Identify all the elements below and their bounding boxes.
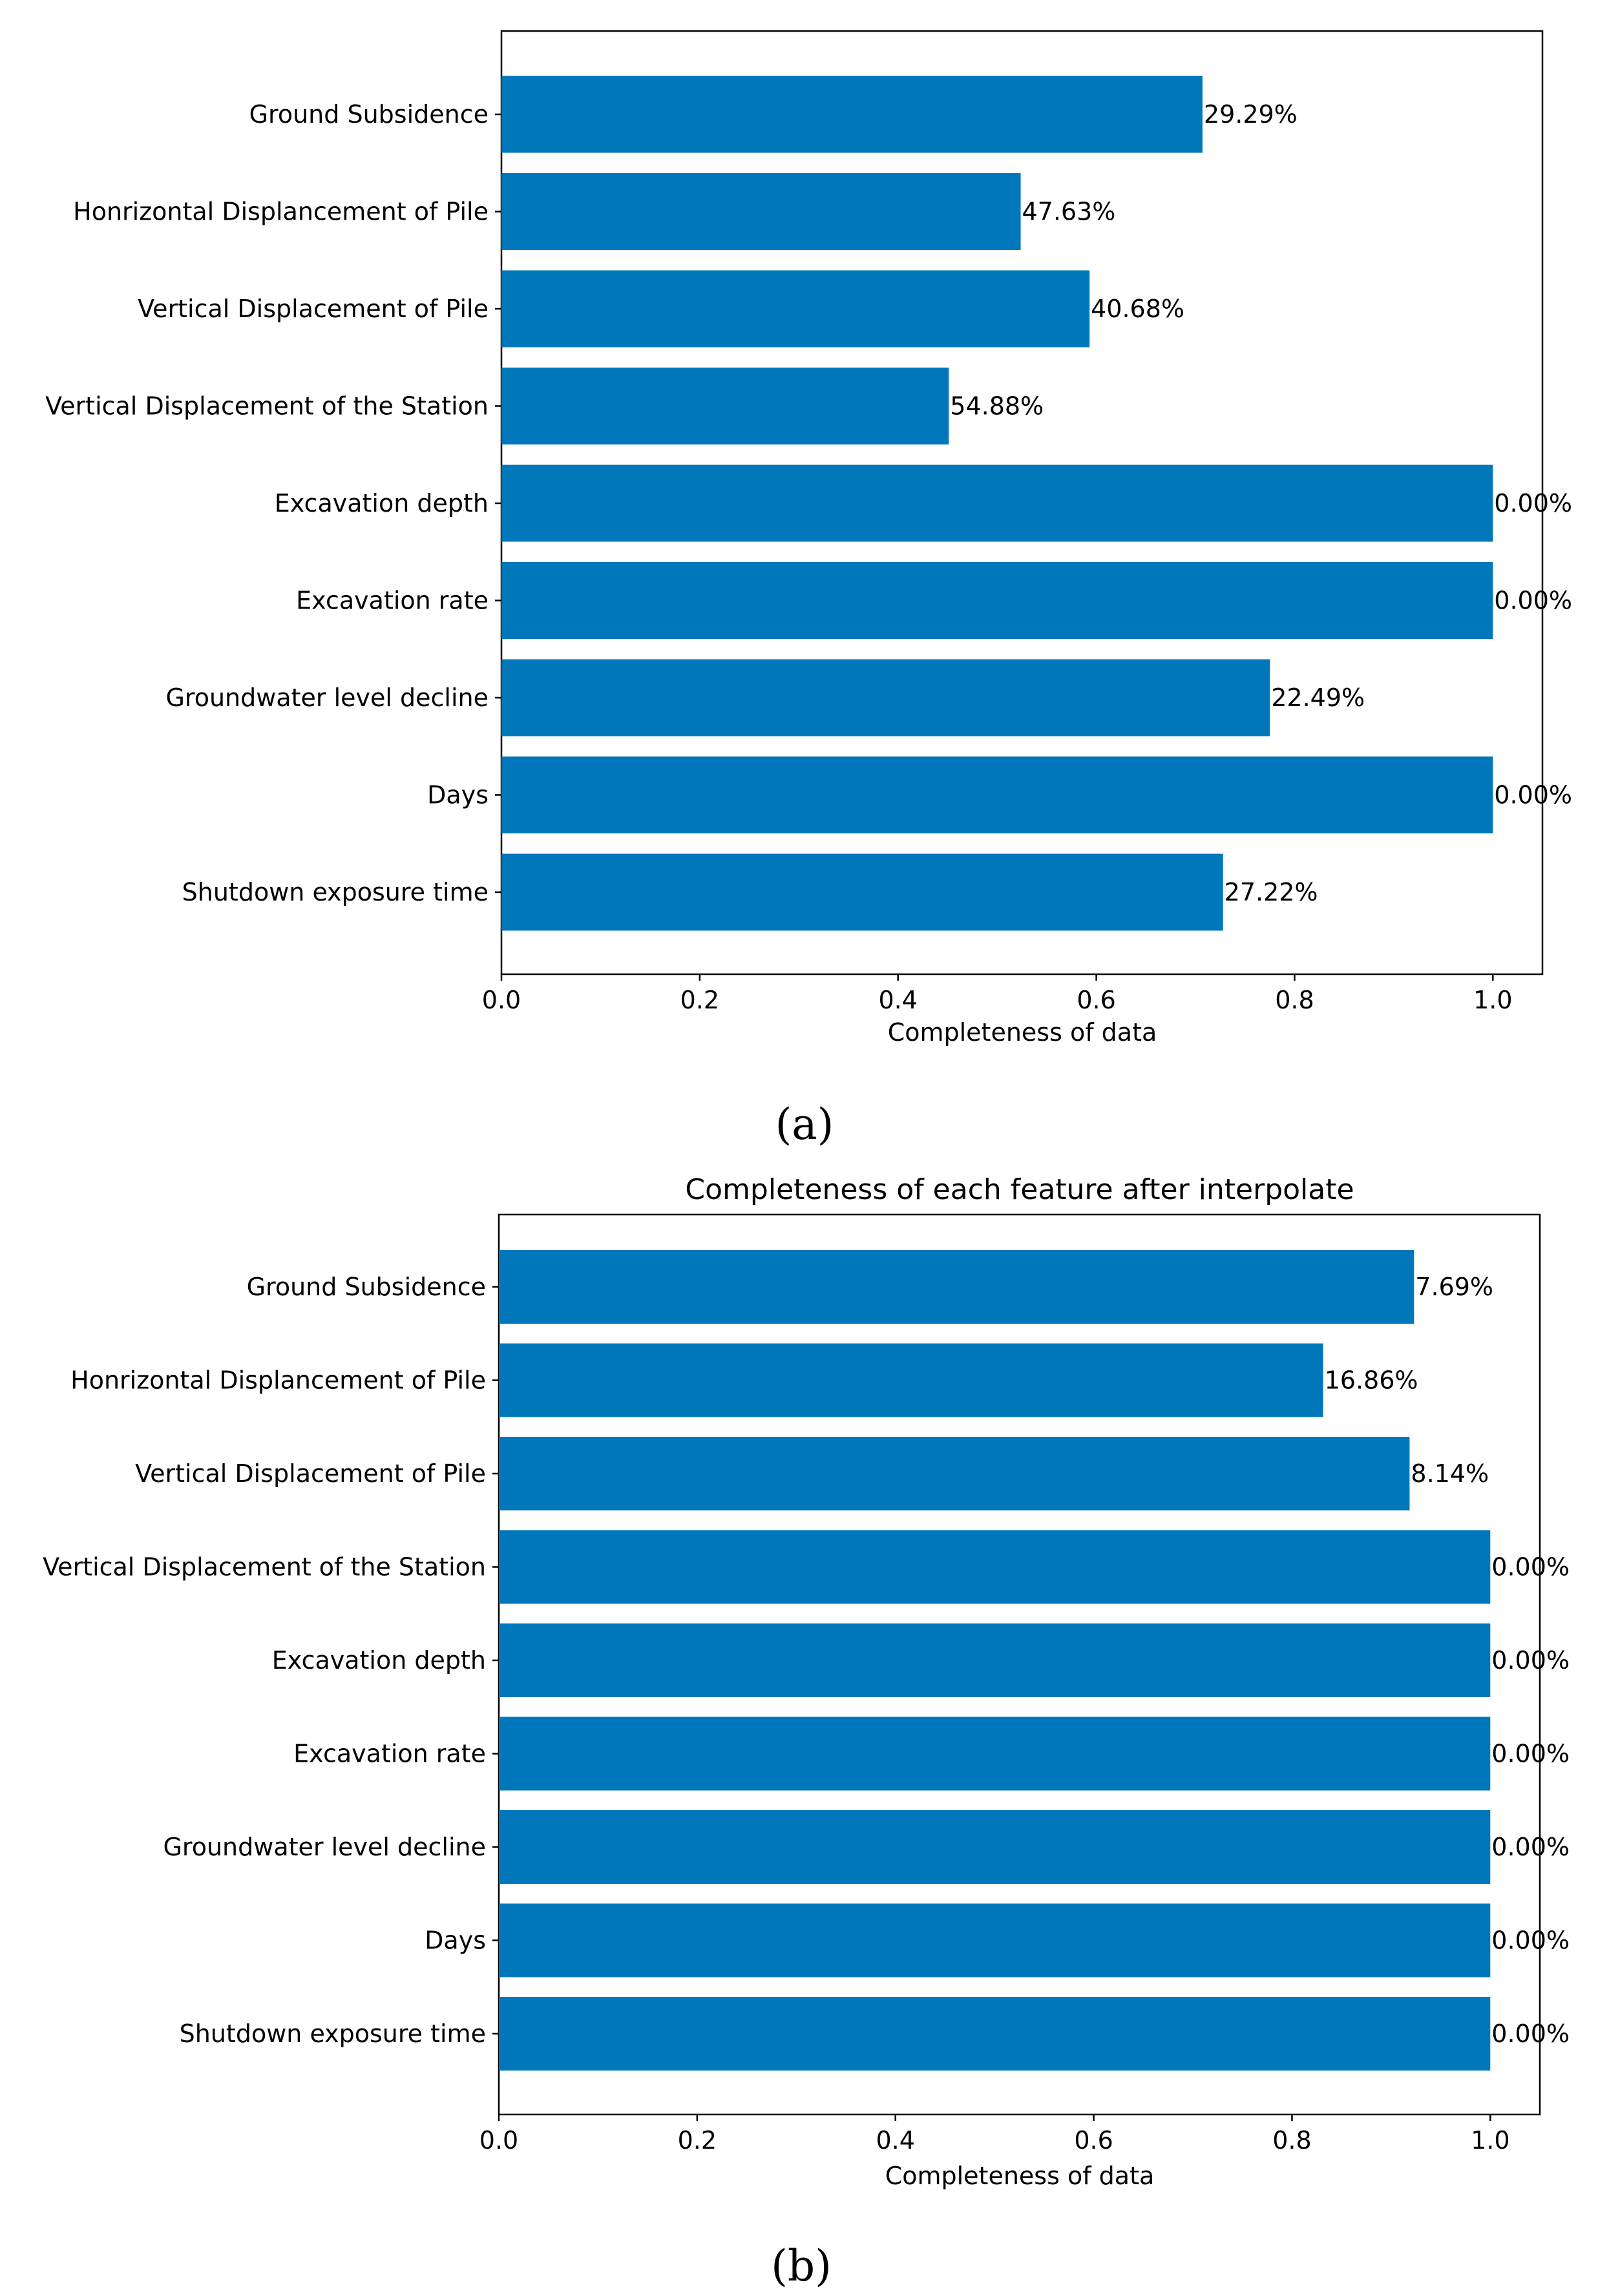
data-label-group-a: 29.29% 47.63% 40.68% 54.88% 0.00% 0.00% 22.49%… [950, 100, 1572, 906]
category-label-a-5: Excavation rate [296, 587, 489, 615]
x-tick-label-b-1: 0.2 [678, 2126, 717, 2155]
category-label-b-0: Ground Subsidence [247, 1273, 486, 1301]
x-tick-label-a-5: 1.0 [1473, 986, 1512, 1014]
data-label-a-2: 40.68% [1091, 295, 1184, 323]
x-axis-label-a: Completeness of data [888, 1018, 1157, 1047]
x-tick-group-b: 0.0 0.2 0.4 0.6 0.8 1.0 [479, 2114, 1510, 2155]
bar-a-3 [501, 368, 949, 444]
category-label-b-8: Shutdown exposure time [180, 2019, 486, 2048]
data-label-a-7: 0.00% [1494, 781, 1572, 809]
chart-panel-a: 29.29% 47.63% 40.68% 54.88% 0.00% 0.00% 22.49%… [45, 30, 1572, 1149]
category-label-a-2: Vertical Displacement of Pile [138, 295, 489, 323]
data-label-a-1: 47.63% [1022, 198, 1116, 226]
x-tick-label-a-4: 0.8 [1275, 986, 1314, 1014]
data-label-a-6: 22.49% [1271, 684, 1365, 712]
bar-b-5 [499, 1717, 1491, 1791]
x-axis-label-b: Completeness of data [885, 2162, 1155, 2190]
data-label-a-8: 27.22% [1225, 878, 1318, 906]
bar-b-3 [499, 1530, 1491, 1604]
bar-a-8 [501, 853, 1223, 931]
bar-a-0 [501, 76, 1203, 153]
x-tick-label-a-2: 0.4 [878, 986, 917, 1014]
data-label-b-5: 0.00% [1491, 1740, 1570, 1768]
category-label-a-8: Shutdown exposure time [182, 878, 489, 906]
x-tick-label-b-4: 0.8 [1272, 2126, 1311, 2155]
bar-b-2 [499, 1437, 1410, 1510]
x-tick-label-a-1: 0.2 [680, 986, 719, 1014]
category-label-a-6: Groundwater level decline [165, 684, 489, 712]
bar-a-2 [501, 270, 1090, 348]
data-label-b-0: 7.69% [1415, 1273, 1493, 1301]
category-label-a-7: Days [427, 781, 489, 809]
data-label-group-b: 7.69% 16.86% 8.14% 0.00% 0.00% 0.00% 0.00% 0.00… [1325, 1273, 1570, 2048]
y-tick-marks-b [492, 1286, 499, 2035]
bar-b-1 [499, 1343, 1323, 1417]
data-label-b-2: 8.14% [1411, 1459, 1489, 1488]
data-label-b-4: 0.00% [1491, 1646, 1570, 1675]
bar-b-8 [499, 1997, 1491, 2071]
bar-a-4 [501, 464, 1493, 542]
y-tick-marks-a [495, 113, 501, 893]
category-label-b-7: Days [425, 1926, 486, 1955]
chart-panel-b: Completeness of each feature after inter… [43, 1173, 1570, 2291]
x-tick-label-b-5: 1.0 [1471, 2126, 1509, 2155]
category-label-b-3: Vertical Displacement of the Station [43, 1553, 486, 1581]
data-label-b-1: 16.86% [1325, 1366, 1418, 1395]
data-label-b-7: 0.00% [1491, 1926, 1570, 1955]
data-label-b-3: 0.00% [1491, 1553, 1570, 1581]
category-label-b-4: Excavation depth [272, 1646, 486, 1675]
data-label-b-6: 0.00% [1491, 1833, 1570, 1861]
category-label-group-b: Ground Subsidence Honrizontal Displanceme… [43, 1273, 486, 2048]
category-label-group-a: Ground Subsidence Honrizontal Displanceme… [45, 100, 489, 906]
data-label-a-3: 54.88% [950, 392, 1044, 421]
category-label-b-5: Excavation rate [293, 1740, 486, 1768]
x-tick-label-a-3: 0.6 [1077, 986, 1115, 1014]
x-tick-group-a: 0.0 0.2 0.4 0.6 0.8 1.0 [482, 974, 1513, 1014]
bar-series-a [501, 76, 1493, 931]
category-label-a-1: Honrizontal Displancement of Pile [73, 198, 489, 226]
category-label-a-4: Excavation depth [275, 489, 489, 517]
bar-b-0 [499, 1250, 1414, 1324]
x-tick-label-b-0: 0.0 [479, 2126, 518, 2155]
category-label-b-2: Vertical Displacement of Pile [135, 1459, 486, 1488]
bar-b-4 [499, 1623, 1491, 1697]
category-label-a-3: Vertical Displacement of the Station [45, 392, 489, 421]
bar-a-7 [501, 757, 1493, 833]
bar-a-6 [501, 659, 1270, 736]
bar-a-5 [501, 562, 1493, 639]
x-tick-label-b-3: 0.6 [1074, 2126, 1113, 2155]
x-tick-label-a-0: 0.0 [482, 986, 521, 1014]
bar-a-1 [501, 173, 1021, 250]
bar-b-7 [499, 1903, 1491, 1978]
data-label-b-8: 0.00% [1491, 2019, 1570, 2048]
chart-title-b: Completeness of each feature after inter… [685, 1173, 1354, 1206]
x-tick-label-b-2: 0.4 [876, 2126, 914, 2155]
data-label-a-0: 29.29% [1204, 100, 1298, 129]
panel-label-b: (b) [771, 2241, 832, 2291]
data-label-a-5: 0.00% [1494, 587, 1572, 615]
bar-series-b [499, 1250, 1491, 2071]
category-label-a-0: Ground Subsidence [249, 100, 489, 129]
data-label-a-4: 0.00% [1494, 489, 1572, 517]
panel-label-a: (a) [775, 1100, 834, 1149]
category-label-b-1: Honrizontal Displancement of Pile [70, 1366, 486, 1395]
category-label-b-6: Groundwater level decline [163, 1833, 486, 1861]
bar-b-6 [499, 1810, 1491, 1884]
